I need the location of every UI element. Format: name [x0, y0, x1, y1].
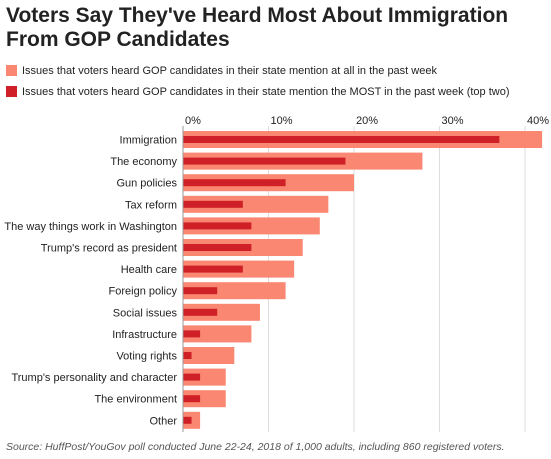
chart-title: Voters Say They've Heard Most About Immi…: [6, 4, 509, 51]
legend-label-mention-at-all: Issues that voters heard GOP candidates …: [22, 64, 437, 77]
bar-mention-most: [183, 200, 243, 208]
bar-mention-at-all: [183, 390, 226, 408]
bar-mention-most: [183, 352, 192, 359]
category-label: The economy: [110, 156, 177, 168]
bar-mention-most: [183, 222, 252, 230]
category-label: The environment: [94, 394, 177, 406]
category-label: Tax reform: [125, 199, 177, 211]
bar-mention-most: [183, 157, 346, 165]
category-label: The way things work in Washington: [4, 221, 177, 233]
category-label: Gun policies: [116, 178, 177, 190]
legend-item-mention-most: Issues that voters heard GOP candidates …: [6, 81, 510, 102]
x-tick-label: 40%: [527, 115, 549, 127]
x-tick-label: 30%: [442, 115, 464, 127]
bar-mention-most: [183, 179, 286, 187]
category-label: Trump's record as president: [41, 243, 177, 255]
x-tick-label: 10%: [271, 115, 293, 127]
bar-mention-at-all: [183, 347, 235, 364]
legend: Issues that voters heard GOP candidates …: [6, 60, 510, 102]
category-label: Health care: [121, 264, 177, 276]
bar-mention-most: [183, 416, 192, 424]
legend-item-mention-at-all: Issues that voters heard GOP candidates …: [6, 60, 510, 81]
bar-mention-at-all: [183, 303, 260, 321]
bar-chart: 0% 10% 20% 30% 40% Immigration The economy Gun …: [4, 115, 549, 432]
legend-label-mention-most: Issues that voters heard GOP candidates …: [22, 85, 510, 98]
x-tick-label: 20%: [356, 115, 378, 127]
bar-mention-at-all: [183, 325, 252, 343]
bar-mention-most: [183, 395, 201, 403]
bar-mention-most: [183, 136, 500, 143]
x-tick-label: 0%: [185, 115, 201, 127]
category-label: Social issues: [113, 307, 178, 319]
category-label: Trump's personality and character: [11, 372, 177, 384]
bar-mention-most: [183, 287, 218, 295]
category-label: Other: [149, 415, 177, 427]
bar-mention-most: [183, 244, 252, 251]
legend-swatch-light: [6, 65, 17, 76]
category-label: Foreign policy: [109, 286, 178, 298]
category-label: Immigration: [120, 135, 177, 147]
bar-mention-at-all: [183, 282, 286, 300]
bar-mention-most: [183, 330, 201, 338]
bar-mention-most: [183, 373, 201, 381]
bar-mention-at-all: [183, 368, 226, 386]
legend-swatch-dark: [6, 86, 17, 97]
bar-mention-at-all: [183, 195, 329, 213]
bar-mention-most: [183, 308, 218, 316]
category-label: Infrastructure: [112, 329, 177, 341]
source-note: Source: HuffPost/YouGov poll conducted J…: [6, 441, 505, 453]
bar-mention-most: [183, 265, 243, 273]
category-label: Voting rights: [116, 351, 177, 363]
